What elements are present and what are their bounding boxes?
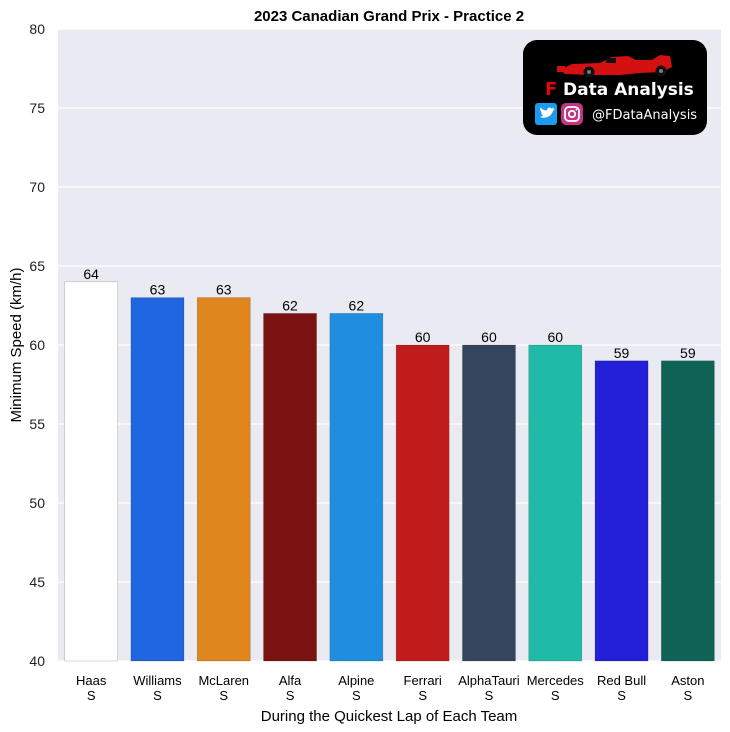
x-tick-sublabel: S	[286, 688, 295, 703]
x-tick-label: Ferrari	[404, 673, 442, 688]
y-tick-label: 80	[29, 21, 45, 37]
bar-aston	[661, 360, 715, 662]
bar-williams	[130, 297, 185, 662]
x-tick-sublabel: S	[87, 688, 96, 703]
x-tick-sublabel: S	[485, 688, 494, 703]
bar-haas	[64, 281, 118, 662]
x-tick-label: Alpine	[338, 673, 374, 688]
x-tick-sublabel: S	[418, 688, 427, 703]
bars	[64, 281, 715, 662]
y-tick-label: 50	[29, 495, 45, 511]
y-axis-label: Minimum Speed (km/h)	[8, 267, 25, 422]
x-tick-label: AlphaTauri	[458, 673, 520, 688]
x-tick-sublabel: S	[352, 688, 361, 703]
bar-red-bull	[594, 360, 649, 662]
bar-value-label: 64	[83, 266, 99, 282]
bar-value-label: 60	[415, 329, 431, 345]
logo-badge: F Data Analysis @FDataAnalysis	[523, 40, 707, 135]
x-tick-label: Haas	[76, 673, 107, 688]
bar-value-label: 63	[216, 282, 232, 298]
y-tick-label: 45	[29, 574, 45, 590]
y-tick-label: 65	[29, 258, 45, 274]
bar-mclaren	[196, 297, 251, 662]
x-tick-label: Mercedes	[527, 673, 585, 688]
bar-value-label: 59	[614, 345, 630, 361]
instagram-icon	[561, 103, 583, 125]
twitter-icon	[535, 103, 557, 125]
chart-title: 2023 Canadian Grand Prix - Practice 2	[254, 8, 524, 25]
bar-alphatauri	[462, 344, 516, 662]
bar-alpine	[329, 313, 384, 662]
bar-ferrari	[395, 344, 450, 662]
bar-mercedes	[528, 344, 583, 662]
logo-letter: F	[545, 79, 557, 100]
bar-value-label: 62	[349, 297, 365, 313]
race-car-icon	[557, 55, 672, 78]
x-tick-sublabel: S	[617, 688, 626, 703]
x-tick-label: Alfa	[279, 673, 302, 688]
bar-value-label: 63	[150, 282, 166, 298]
x-axis-label: During the Quickest Lap of Each Team	[261, 708, 518, 725]
bar-value-label: 62	[282, 297, 298, 313]
bar-value-label: 59	[680, 345, 696, 361]
x-tick-label: Aston	[671, 673, 704, 688]
x-tick-sublabel: S	[219, 688, 228, 703]
x-tick-sublabel: S	[551, 688, 560, 703]
bar-alfa	[263, 313, 317, 662]
bar-value-label: 60	[547, 329, 563, 345]
y-tick-label: 40	[29, 653, 45, 669]
y-tick-label: 55	[29, 416, 45, 432]
x-tick-label: McLaren	[198, 673, 249, 688]
y-axis-ticks: 40 45 50 55 60 65 70 75 80	[29, 21, 45, 669]
x-tick-sublabel: S	[684, 688, 693, 703]
logo-title: Data Analysis	[563, 80, 694, 100]
logo-handle: @FDataAnalysis	[592, 108, 697, 123]
y-tick-label: 75	[29, 100, 45, 116]
bar-value-label: 60	[481, 329, 497, 345]
y-tick-label: 70	[29, 179, 45, 195]
bar-value-labels: 64 63 63 62 62 60 60 60 59 59	[83, 266, 695, 361]
x-axis-ticks: HaasSWilliamsSMcLarenSAlfaSAlpineSFerrar…	[76, 673, 705, 703]
x-tick-sublabel: S	[153, 688, 162, 703]
x-tick-label: Red Bull	[597, 673, 646, 688]
x-tick-label: Williams	[133, 673, 182, 688]
y-tick-label: 60	[29, 337, 45, 353]
